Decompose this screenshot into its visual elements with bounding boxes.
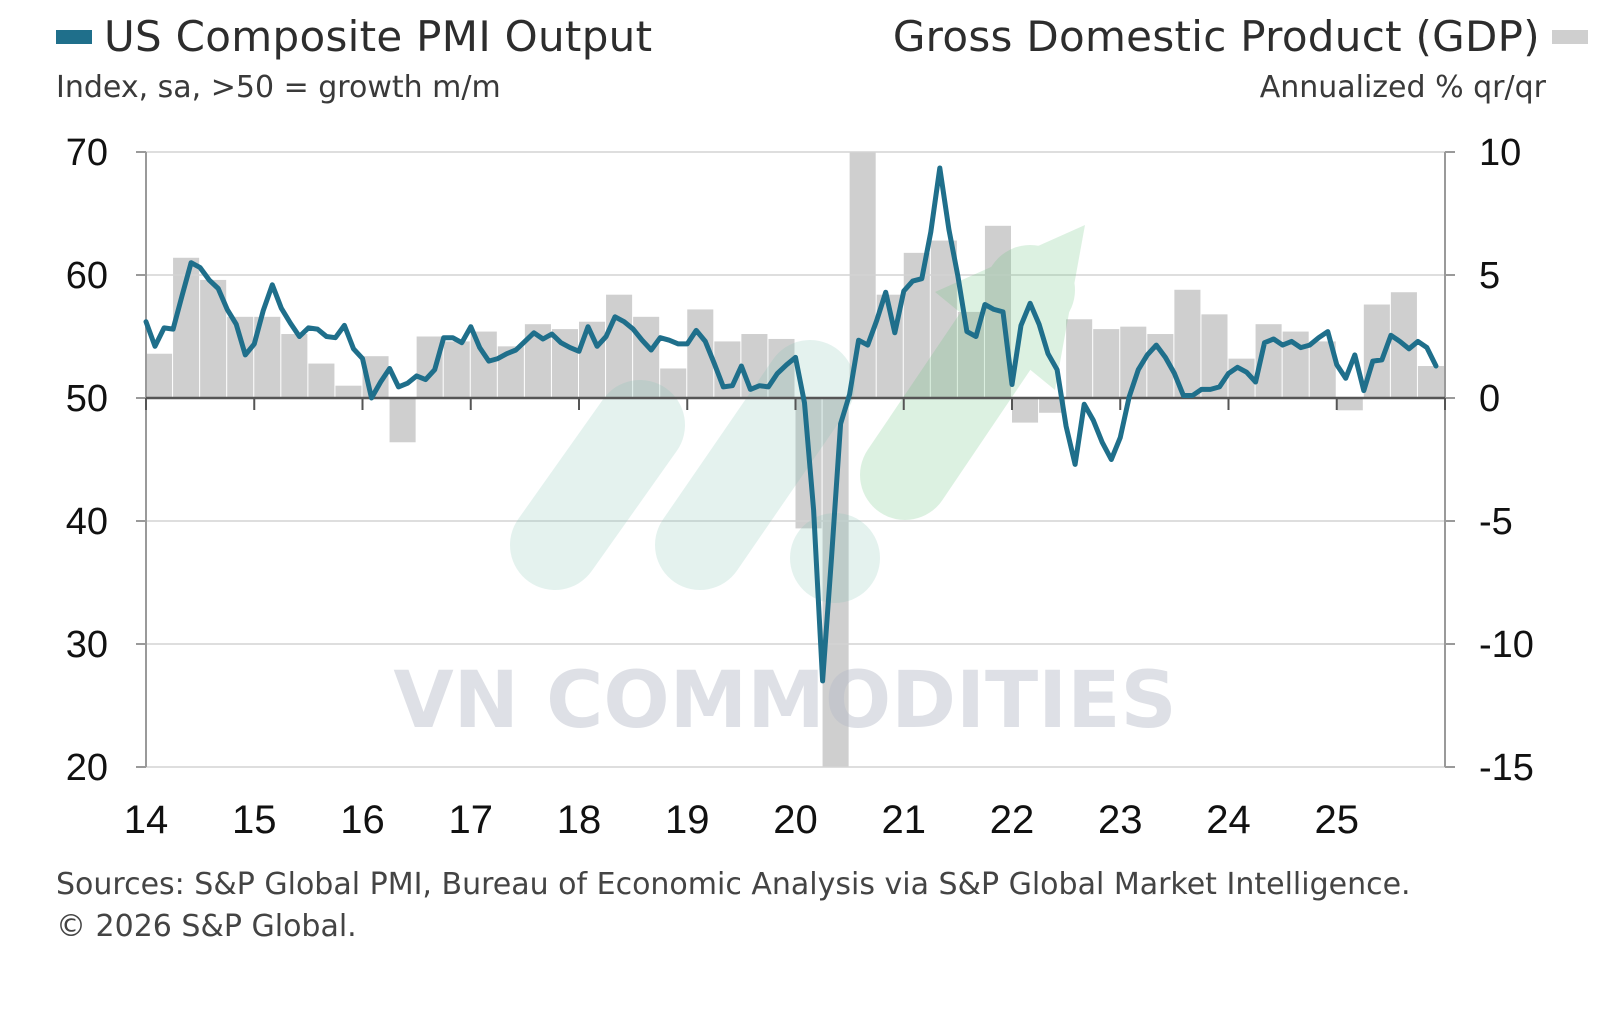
gdp-bar (389, 398, 416, 443)
x-tick-label: 17 (449, 798, 494, 842)
gdp-bar (903, 252, 930, 398)
gdp-bar (1336, 398, 1363, 411)
source-line-1: Sources: S&P Global PMI, Bureau of Econo… (56, 867, 1411, 902)
y-right-tick-label: -5 (1479, 501, 1513, 543)
y-left-tick-label: 20 (66, 747, 108, 789)
x-tick-label: 20 (773, 798, 818, 842)
pmi-gdp-chart: VN COMMODITIES 20 30 40 50 60 70 -15 -10 -5 0 5 10 1… (66, 132, 1534, 842)
y-right-tick-label: 10 (1479, 132, 1521, 174)
x-tick-label: 25 (1315, 798, 1360, 842)
gdp-bar (281, 334, 308, 398)
y-right-tick-label: 0 (1479, 378, 1500, 420)
gdp-bar (1039, 398, 1066, 413)
gdp-bar (416, 336, 443, 398)
gdp-bar (443, 341, 470, 398)
gdp-axis-subtitle: Annualized % qr/qr (1259, 70, 1546, 105)
gdp-bar (822, 398, 849, 767)
gdp-bar (633, 316, 660, 398)
x-tick-label: 24 (1206, 798, 1251, 842)
y-left-tick-label: 50 (66, 378, 108, 420)
y-left-tick-label: 30 (66, 624, 108, 666)
pmi-legend-swatch (56, 29, 92, 44)
y-left-tick-label: 60 (66, 255, 108, 297)
gdp-bar (930, 240, 957, 398)
legend-pmi: US Composite PMI Output (56, 12, 652, 61)
gdp-bar (1093, 329, 1120, 398)
x-tick-label: 14 (124, 798, 169, 842)
gdp-bar (660, 368, 687, 398)
x-tick-label: 22 (990, 798, 1035, 842)
x-tick-label: 16 (340, 798, 385, 842)
x-tick-label: 19 (665, 798, 710, 842)
y-left-tick-label: 70 (66, 132, 108, 174)
y-right-tick-label: -15 (1479, 747, 1534, 789)
y-right-tick-label: -10 (1479, 624, 1534, 666)
watermark-logo: VN COMMODITIES (393, 225, 1177, 746)
gdp-bar (1417, 366, 1444, 398)
gdp-legend-swatch (1552, 29, 1588, 44)
gdp-bar (1201, 314, 1228, 398)
gdp-legend-label: Gross Domestic Product (GDP) (892, 12, 1540, 61)
legend-gdp: Gross Domestic Product (GDP) (893, 12, 1588, 61)
gdp-bar (335, 385, 362, 398)
pmi-axis-subtitle: Index, sa, >50 = growth m/m (56, 70, 501, 105)
gdp-bar (606, 294, 633, 398)
tick-labels: 20 30 40 50 60 70 -15 -10 -5 0 5 10 14 15 16 17 18 19 20 21… (66, 132, 1534, 842)
source-line-2: © 2026 S&P Global. (56, 909, 357, 944)
gdp-bar (146, 353, 173, 398)
gdp-bar (1012, 398, 1039, 423)
x-tick-label: 21 (882, 798, 927, 842)
watermark-text: VN COMMODITIES (393, 656, 1176, 746)
x-tick-label: 23 (1098, 798, 1143, 842)
pmi-legend-label: US Composite PMI Output (104, 12, 653, 61)
source-note: Sources: S&P Global PMI, Bureau of Econo… (56, 864, 1411, 948)
gdp-bar (308, 363, 335, 398)
x-tick-label: 15 (232, 798, 277, 842)
y-right-tick-label: 5 (1479, 255, 1500, 297)
y-left-tick-label: 40 (66, 501, 108, 543)
x-tick-label: 18 (557, 798, 602, 842)
grid (146, 151, 1445, 768)
gdp-bar (1066, 319, 1093, 398)
axes (136, 151, 1455, 768)
pmi-series-line (143, 165, 1439, 684)
